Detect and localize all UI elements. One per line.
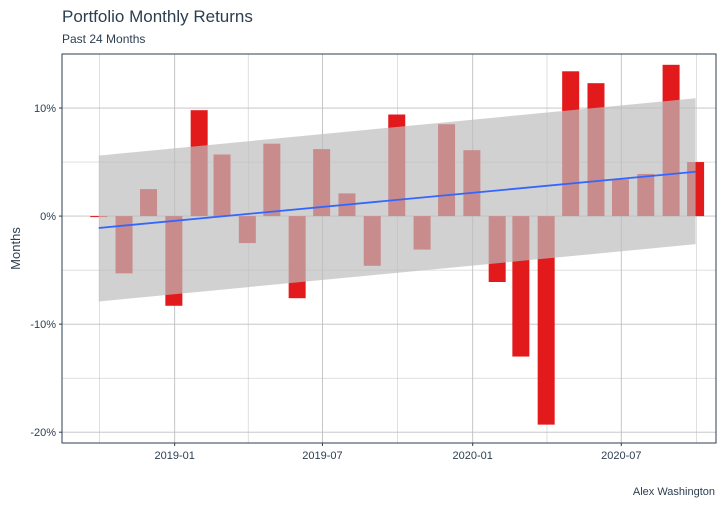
axes: -20% -10% 0% 10% 2019-01 2019-07 2020-01 2020-0… [30,103,641,462]
chart-title: Portfolio Monthly Returns [62,7,253,26]
x-tick-label: 2020-07 [601,450,641,462]
x-tick-label: 2019-07 [302,450,342,462]
x-tick-label: 2019-01 [154,450,194,462]
y-tick-label: -10% [30,319,56,331]
y-tick-label: 0% [40,211,56,223]
trend-line-segment [98,170,696,229]
panel-border [61,53,717,444]
chart-subtitle: Past 24 Months [62,32,146,46]
y-axis-title: Months [8,227,23,270]
x-tick-label: 2020-01 [453,450,493,462]
y-tick-label: -20% [30,427,56,439]
bar [537,216,555,425]
trend-line [98,170,696,229]
caption: Alex Washington [632,486,715,498]
y-tick-label: 10% [34,103,56,115]
